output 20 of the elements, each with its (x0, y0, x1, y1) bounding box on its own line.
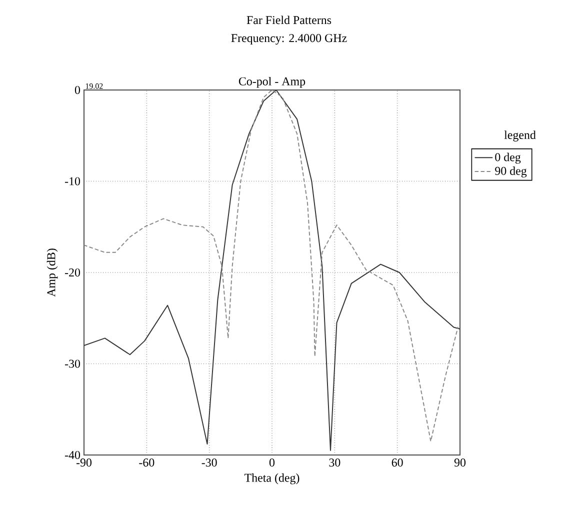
x-tick-label: 0 (269, 458, 275, 467)
y-axis-title: Amp (dB) (46, 248, 58, 297)
x-axis-title: Theta (deg) (244, 473, 300, 484)
text: Co-pol - Amp (238, 76, 306, 88)
y-tick-label: -10 (64, 177, 80, 186)
legend-title: legend (504, 130, 536, 142)
y-tick-label: -30 (64, 360, 80, 368)
chart-subtitle: Frequency: 2.4000 GHz (231, 34, 347, 45)
chart-title: Far Field Patterns (246, 16, 332, 24)
x-tick-label: 60 (392, 458, 403, 467)
y-tick-label: -40 (64, 450, 80, 460)
legend-label: 90 deg (495, 166, 527, 178)
x-tick-label: 30 (329, 458, 340, 467)
x-tick-label: -30 (202, 458, 217, 467)
x-tick-label: -90 (76, 458, 92, 467)
x-tick-label: 90 (454, 458, 466, 467)
legend-label: 0 deg (495, 152, 521, 164)
y-tick-label: 0 (74, 86, 80, 94)
x-tick-label: -60 (139, 458, 154, 467)
y-tick-label: -20 (64, 268, 80, 277)
